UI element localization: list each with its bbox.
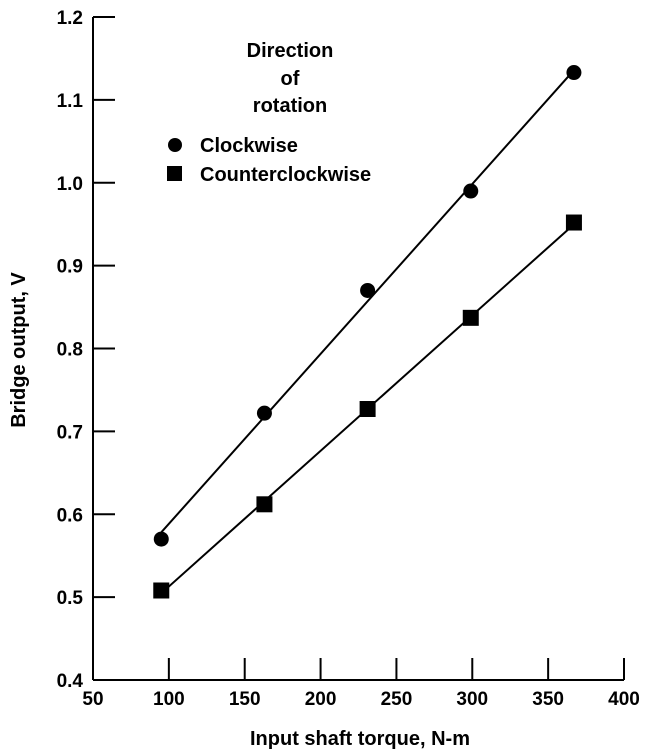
data-point-circle: [463, 183, 479, 199]
data-markers: [153, 65, 582, 599]
x-tick-label: 350: [532, 689, 564, 710]
x-tick-label: 250: [381, 689, 413, 710]
y-tick-label: 0.6: [57, 505, 83, 526]
data-point-circle: [360, 282, 376, 298]
y-tick-label: 0.5: [57, 588, 84, 609]
legend-title-line-3: rotation: [253, 95, 327, 117]
legend-label-counterclockwise: Counterclockwise: [200, 164, 371, 186]
x-tick-label: 400: [608, 689, 640, 710]
data-point-circle: [566, 65, 582, 81]
x-ticks: 50 100 150 200 250 300 350 400: [82, 658, 640, 710]
legend: Direction of rotation Clockwise Counterc…: [167, 40, 371, 186]
data-point-circle: [256, 405, 272, 421]
data-point-square: [153, 582, 170, 599]
fit-line-clockwise: [160, 69, 575, 533]
x-tick-label: 100: [153, 689, 185, 710]
y-tick-label: 0.9: [57, 257, 83, 278]
y-tick-label: 1.0: [57, 174, 83, 195]
legend-square-marker: [167, 166, 182, 181]
data-point-square: [359, 400, 376, 417]
x-tick-label: 300: [456, 689, 488, 710]
y-ticks: 0.4 0.5 0.6 0.7 0.8 0.9 1.0 1.1 1.2: [57, 8, 115, 692]
x-tick-label: 200: [305, 689, 337, 710]
data-point-circle: [153, 531, 169, 547]
y-axis-label: Bridge output, V: [8, 272, 30, 428]
y-tick-label: 0.7: [57, 422, 83, 443]
legend-title-line-2: of: [281, 68, 300, 90]
data-point-square: [462, 309, 479, 326]
legend-circle-marker: [168, 138, 182, 152]
data-point-square: [565, 214, 582, 231]
x-tick-label: 150: [229, 689, 261, 710]
data-point-square: [256, 496, 273, 513]
y-tick-label: 1.1: [57, 91, 84, 112]
legend-label-clockwise: Clockwise: [200, 135, 298, 157]
x-tick-label: 50: [82, 689, 103, 710]
x-axis-label: Input shaft torque, N-m: [250, 728, 470, 750]
y-tick-label: 0.8: [57, 340, 83, 361]
y-tick-label: 1.2: [57, 8, 83, 29]
axes: [92, 17, 624, 681]
legend-title-line-1: Direction: [247, 40, 334, 62]
y-tick-label: 0.4: [57, 671, 84, 692]
